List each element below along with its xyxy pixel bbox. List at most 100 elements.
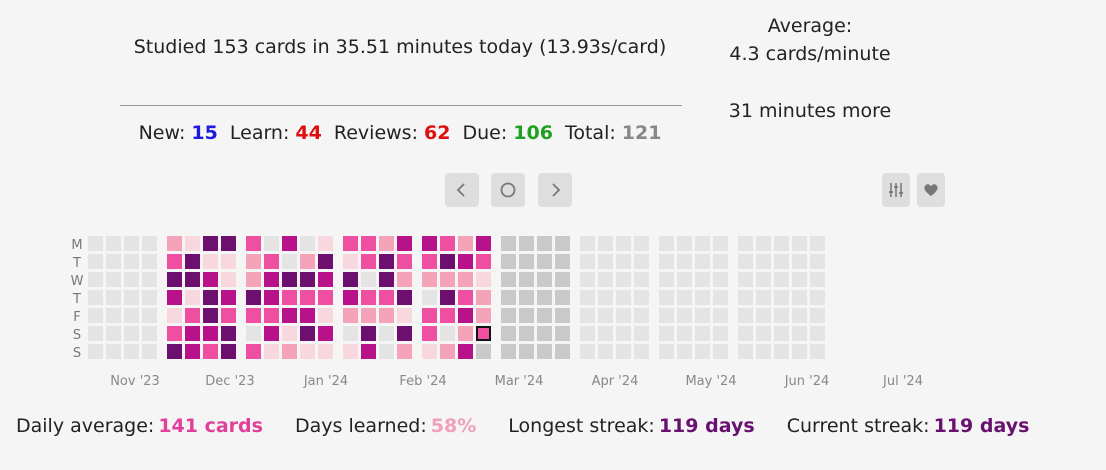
heatmap-cell[interactable] (318, 254, 333, 269)
heatmap-cell[interactable] (440, 254, 455, 269)
heatmap-cell[interactable] (810, 272, 825, 287)
heatmap-cell[interactable] (379, 308, 394, 323)
heatmap-cell[interactable] (519, 308, 534, 323)
heatmap-cell[interactable] (598, 290, 613, 305)
heatmap-cell[interactable] (106, 254, 121, 269)
heatmap-cell[interactable] (361, 344, 376, 359)
heatmap-cell[interactable] (738, 344, 753, 359)
heatmap-cell[interactable] (264, 254, 279, 269)
heatmap-cell[interactable] (203, 272, 218, 287)
heatmap-cell[interactable] (756, 290, 771, 305)
heatmap-cell[interactable] (88, 290, 103, 305)
heatmap-cell[interactable] (185, 254, 200, 269)
heatmap-cell[interactable] (422, 254, 437, 269)
heatmap-cell[interactable] (598, 236, 613, 251)
heatmap-cell[interactable] (738, 272, 753, 287)
heatmap-cell[interactable] (343, 308, 358, 323)
heatmap-cell[interactable] (695, 290, 710, 305)
heatmap-cell[interactable] (203, 236, 218, 251)
heatmap-cell[interactable] (555, 290, 570, 305)
heatmap-cell[interactable] (88, 254, 103, 269)
heatmap-cell[interactable] (379, 290, 394, 305)
heatmap-cell[interactable] (106, 344, 121, 359)
heatmap-cell[interactable] (616, 344, 631, 359)
heatmap-cell[interactable] (695, 344, 710, 359)
heatmap-cell[interactable] (713, 290, 728, 305)
heatmap-cell[interactable] (458, 344, 473, 359)
heatmap-cell[interactable] (458, 308, 473, 323)
heatmap-cell[interactable] (440, 326, 455, 341)
heatmap-cell[interactable] (167, 308, 182, 323)
heatmap-cell[interactable] (440, 236, 455, 251)
heatmap-cell[interactable] (221, 254, 236, 269)
heatmap-cell[interactable] (774, 272, 789, 287)
heatmap-cell[interactable] (598, 254, 613, 269)
heatmap-cell[interactable] (659, 236, 674, 251)
heatmap-cell[interactable] (142, 254, 157, 269)
heatmap-cell[interactable] (397, 308, 412, 323)
heatmap-cell[interactable] (677, 326, 692, 341)
heatmap-cell[interactable] (422, 326, 437, 341)
heatmap-cell[interactable] (598, 308, 613, 323)
heatmap-cell[interactable] (634, 236, 649, 251)
heatmap-cell[interactable] (738, 236, 753, 251)
heatmap-cell[interactable] (246, 308, 261, 323)
heatmap-cell[interactable] (300, 344, 315, 359)
heatmap-cell[interactable] (756, 344, 771, 359)
heatmap-cell[interactable] (519, 236, 534, 251)
today-cell[interactable] (476, 326, 491, 341)
heatmap-cell[interactable] (221, 272, 236, 287)
heatmap-cell[interactable] (379, 254, 394, 269)
heatmap-cell[interactable] (264, 308, 279, 323)
heatmap-cell[interactable] (264, 290, 279, 305)
heatmap-cell[interactable] (659, 344, 674, 359)
heatmap-cell[interactable] (555, 236, 570, 251)
heatmap-cell[interactable] (537, 344, 552, 359)
heatmap-cell[interactable] (774, 308, 789, 323)
heatmap-cell[interactable] (167, 326, 182, 341)
heatmap-cell[interactable] (738, 326, 753, 341)
heatmap-cell[interactable] (501, 272, 516, 287)
heatmap-cell[interactable] (264, 272, 279, 287)
settings-button[interactable] (882, 173, 910, 207)
heatmap-cell[interactable] (88, 326, 103, 341)
heatmap-cell[interactable] (264, 344, 279, 359)
heatmap-cell[interactable] (810, 308, 825, 323)
heatmap-cell[interactable] (440, 308, 455, 323)
heatmap-cell[interactable] (379, 236, 394, 251)
heatmap-cell[interactable] (476, 308, 491, 323)
heatmap-cell[interactable] (580, 272, 595, 287)
heatmap-cell[interactable] (598, 326, 613, 341)
heatmap-cell[interactable] (774, 254, 789, 269)
heatmap-cell[interactable] (221, 326, 236, 341)
heatmap-cell[interactable] (361, 272, 376, 287)
heatmap-cell[interactable] (142, 344, 157, 359)
heatmap-cell[interactable] (677, 344, 692, 359)
heatmap-cell[interactable] (713, 326, 728, 341)
heatmap-cell[interactable] (774, 290, 789, 305)
heatmap-cell[interactable] (519, 326, 534, 341)
heatmap-cell[interactable] (677, 236, 692, 251)
heatmap-cell[interactable] (185, 308, 200, 323)
heatmap-cell[interactable] (501, 326, 516, 341)
heatmap-cell[interactable] (300, 236, 315, 251)
heatmap-cell[interactable] (695, 254, 710, 269)
heatmap-cell[interactable] (106, 272, 121, 287)
heatmap-cell[interactable] (106, 308, 121, 323)
heatmap-cell[interactable] (142, 272, 157, 287)
heatmap-cell[interactable] (810, 344, 825, 359)
heatmap-cell[interactable] (379, 344, 394, 359)
heatmap-cell[interactable] (476, 236, 491, 251)
heatmap-cell[interactable] (677, 308, 692, 323)
heatmap-cell[interactable] (555, 326, 570, 341)
heatmap-cell[interactable] (185, 326, 200, 341)
heatmap-cell[interactable] (695, 272, 710, 287)
heatmap-cell[interactable] (616, 290, 631, 305)
heatmap-cell[interactable] (203, 254, 218, 269)
heatmap-cell[interactable] (792, 344, 807, 359)
heatmap-cell[interactable] (756, 308, 771, 323)
heatmap-cell[interactable] (318, 236, 333, 251)
heatmap-cell[interactable] (713, 344, 728, 359)
heatmap-cell[interactable] (88, 344, 103, 359)
heatmap-cell[interactable] (792, 326, 807, 341)
